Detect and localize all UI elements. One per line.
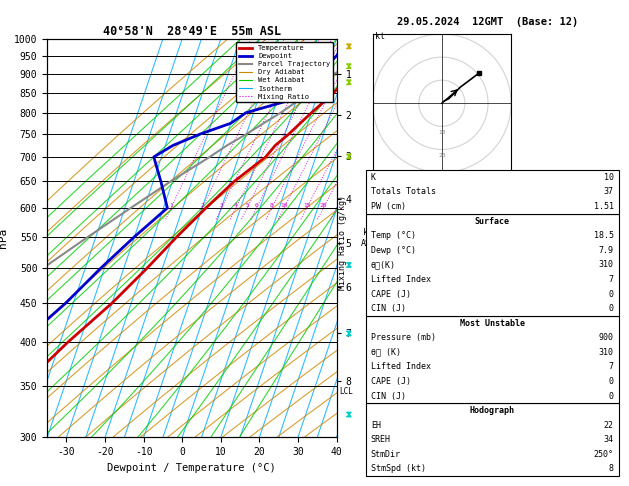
Text: Temp (°C): Temp (°C): [371, 231, 416, 240]
Text: Pressure (mb): Pressure (mb): [371, 333, 436, 342]
Bar: [365, 170, 619, 214]
Text: 7.9: 7.9: [599, 246, 613, 255]
Text: 0: 0: [609, 290, 613, 298]
Text: 4: 4: [234, 203, 238, 208]
Text: Mixing Ratio (g/kg): Mixing Ratio (g/kg): [338, 195, 347, 291]
Text: 7: 7: [609, 363, 613, 371]
Text: K: K: [371, 173, 376, 182]
Text: 10: 10: [280, 203, 287, 208]
Text: 1: 1: [169, 203, 173, 208]
Text: Dewp (°C): Dewp (°C): [371, 246, 416, 255]
Text: θᴄ(K): θᴄ(K): [371, 260, 396, 269]
Text: CAPE (J): CAPE (J): [371, 377, 411, 386]
Bar: [365, 214, 619, 316]
Text: 34: 34: [604, 435, 613, 444]
Text: 7: 7: [609, 275, 613, 284]
Text: 10: 10: [604, 173, 613, 182]
Text: 8: 8: [609, 465, 613, 473]
Y-axis label: km
ASL: km ASL: [360, 228, 376, 248]
Bar: [365, 403, 619, 476]
Y-axis label: hPa: hPa: [0, 228, 8, 248]
Text: θᴄ (K): θᴄ (K): [371, 348, 401, 357]
Text: 15: 15: [303, 203, 311, 208]
Text: 2: 2: [201, 203, 204, 208]
Text: CAPE (J): CAPE (J): [371, 290, 411, 298]
Text: 37: 37: [604, 188, 613, 196]
Text: Lifted Index: Lifted Index: [371, 363, 431, 371]
Text: kt: kt: [375, 32, 385, 41]
Text: 18.5: 18.5: [594, 231, 613, 240]
Text: 20: 20: [438, 153, 445, 158]
Text: 310: 310: [599, 348, 613, 357]
Text: 5: 5: [245, 203, 249, 208]
Text: 0: 0: [609, 377, 613, 386]
Text: 8: 8: [270, 203, 274, 208]
Title: 40°58'N  28°49'E  55m ASL: 40°58'N 28°49'E 55m ASL: [103, 25, 281, 38]
X-axis label: Dewpoint / Temperature (°C): Dewpoint / Temperature (°C): [108, 463, 276, 473]
Text: Totals Totals: Totals Totals: [371, 188, 436, 196]
Text: 250°: 250°: [594, 450, 613, 459]
Text: 310: 310: [599, 260, 613, 269]
Text: StmDir: StmDir: [371, 450, 401, 459]
Text: 3: 3: [220, 203, 223, 208]
Text: Surface: Surface: [475, 217, 509, 226]
Text: 10: 10: [438, 130, 445, 135]
Text: LCL: LCL: [340, 387, 353, 396]
Text: StmSpd (kt): StmSpd (kt): [371, 465, 426, 473]
Text: 22: 22: [604, 421, 613, 430]
Text: 900: 900: [599, 333, 613, 342]
Text: PW (cm): PW (cm): [371, 202, 406, 211]
Text: Lifted Index: Lifted Index: [371, 275, 431, 284]
Text: EH: EH: [371, 421, 381, 430]
Text: 29.05.2024  12GMT  (Base: 12): 29.05.2024 12GMT (Base: 12): [397, 17, 578, 27]
Text: CIN (J): CIN (J): [371, 304, 406, 313]
Legend: Temperature, Dewpoint, Parcel Trajectory, Dry Adiabat, Wet Adiabat, Isotherm, Mi: Temperature, Dewpoint, Parcel Trajectory…: [236, 42, 333, 103]
Text: Hodograph: Hodograph: [470, 406, 515, 415]
Text: CIN (J): CIN (J): [371, 392, 406, 400]
Text: 6: 6: [255, 203, 259, 208]
Text: Most Unstable: Most Unstable: [460, 319, 525, 328]
Text: 20: 20: [320, 203, 327, 208]
Text: SREH: SREH: [371, 435, 391, 444]
Text: 0: 0: [609, 304, 613, 313]
Text: 1.51: 1.51: [594, 202, 613, 211]
Text: 0: 0: [609, 392, 613, 400]
Bar: [365, 316, 619, 403]
